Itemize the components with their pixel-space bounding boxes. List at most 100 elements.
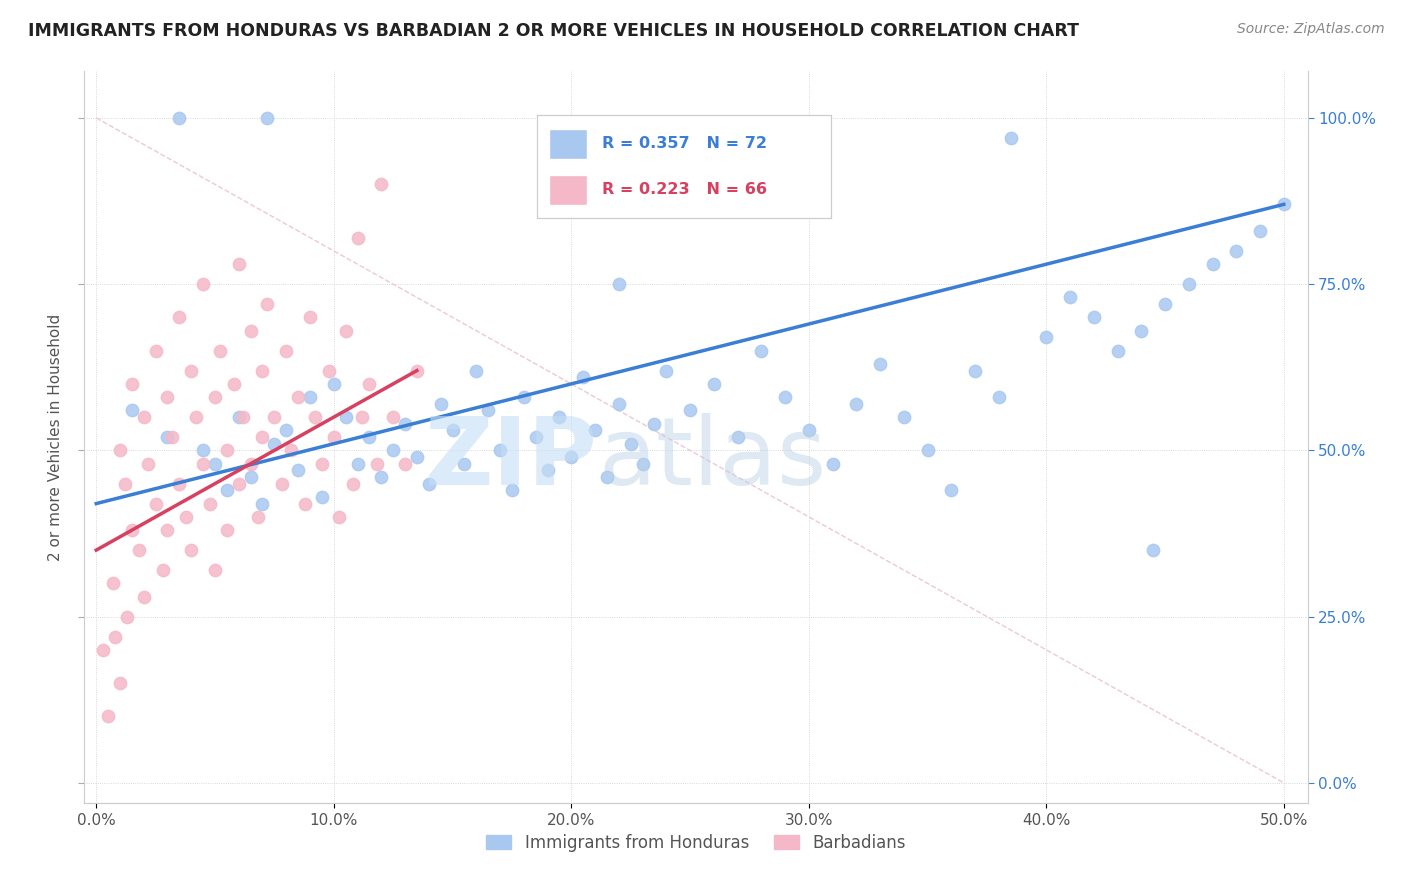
Point [394,457,416,471]
Point [280,443,302,458]
Point [276,424,298,438]
Y-axis label: 2 or more Vehicles in Household: 2 or more Vehicles in Household [48,313,63,561]
Point [184,410,207,425]
Point [304,410,326,425]
Point [869,357,891,371]
Point [1225,244,1247,258]
Point [513,390,536,404]
Point [441,424,464,438]
Point [263,410,285,425]
Point [346,457,368,471]
Point [987,390,1010,404]
Point [328,509,350,524]
Point [256,111,278,125]
Point [1201,257,1223,271]
Point [132,590,155,604]
Point [583,424,606,438]
Point [346,230,368,244]
Point [489,443,512,458]
Point [335,324,357,338]
Point [200,497,222,511]
Point [572,370,595,384]
Point [1154,297,1177,311]
Point [352,410,374,425]
Point [115,609,138,624]
Point [132,410,155,425]
Point [536,463,558,477]
Point [917,443,939,458]
Point [429,397,451,411]
Point [156,523,179,537]
Point [560,450,582,464]
Point [162,430,184,444]
Point [1130,324,1153,338]
Legend: Immigrants from Honduras, Barbadians: Immigrants from Honduras, Barbadians [478,826,914,860]
Point [322,430,344,444]
Point [322,376,344,391]
Point [607,397,630,411]
Point [191,443,214,458]
Point [104,630,127,644]
Point [1000,131,1022,145]
Point [1272,197,1295,211]
Point [821,457,844,471]
Point [773,390,796,404]
Point [655,363,678,377]
Point [108,443,131,458]
Point [228,257,250,271]
Point [156,430,179,444]
Point [252,430,274,444]
Point [382,443,405,458]
Point [893,410,915,425]
Point [256,297,278,311]
Point [335,410,357,425]
Point [963,363,986,377]
Point [370,470,392,484]
Point [643,417,665,431]
Point [208,343,231,358]
Point [1083,310,1105,325]
Point [145,343,167,358]
Point [382,410,405,425]
Point [679,403,702,417]
Point [252,363,274,377]
Point [156,390,179,404]
Point [93,643,115,657]
Point [287,463,309,477]
Point [607,277,630,292]
Point [191,277,214,292]
Point [276,343,298,358]
Point [97,709,120,723]
Point [453,457,475,471]
Point [501,483,523,498]
Point [263,436,285,450]
Point [215,443,238,458]
Point [180,543,202,558]
Point [252,497,274,511]
Point [406,450,429,464]
Text: Source: ZipAtlas.com: Source: ZipAtlas.com [1237,22,1385,37]
Point [270,476,292,491]
Point [287,390,309,404]
Point [1035,330,1057,344]
Point [108,676,131,690]
Point [128,543,150,558]
Point [727,430,749,444]
Point [121,403,143,417]
Point [1142,543,1164,558]
Text: IMMIGRANTS FROM HONDURAS VS BARBADIAN 2 OR MORE VEHICLES IN HOUSEHOLD CORRELATIO: IMMIGRANTS FROM HONDURAS VS BARBADIAN 2 … [28,22,1080,40]
Point [406,363,429,377]
Point [204,457,226,471]
Point [620,436,643,450]
Point [294,497,316,511]
Point [703,376,725,391]
Text: ZIP: ZIP [425,413,598,505]
Text: atlas: atlas [598,413,827,505]
Point [228,410,250,425]
Point [596,470,619,484]
Point [152,563,174,577]
Point [1178,277,1201,292]
Point [311,490,333,504]
Point [1107,343,1129,358]
Point [465,363,488,377]
